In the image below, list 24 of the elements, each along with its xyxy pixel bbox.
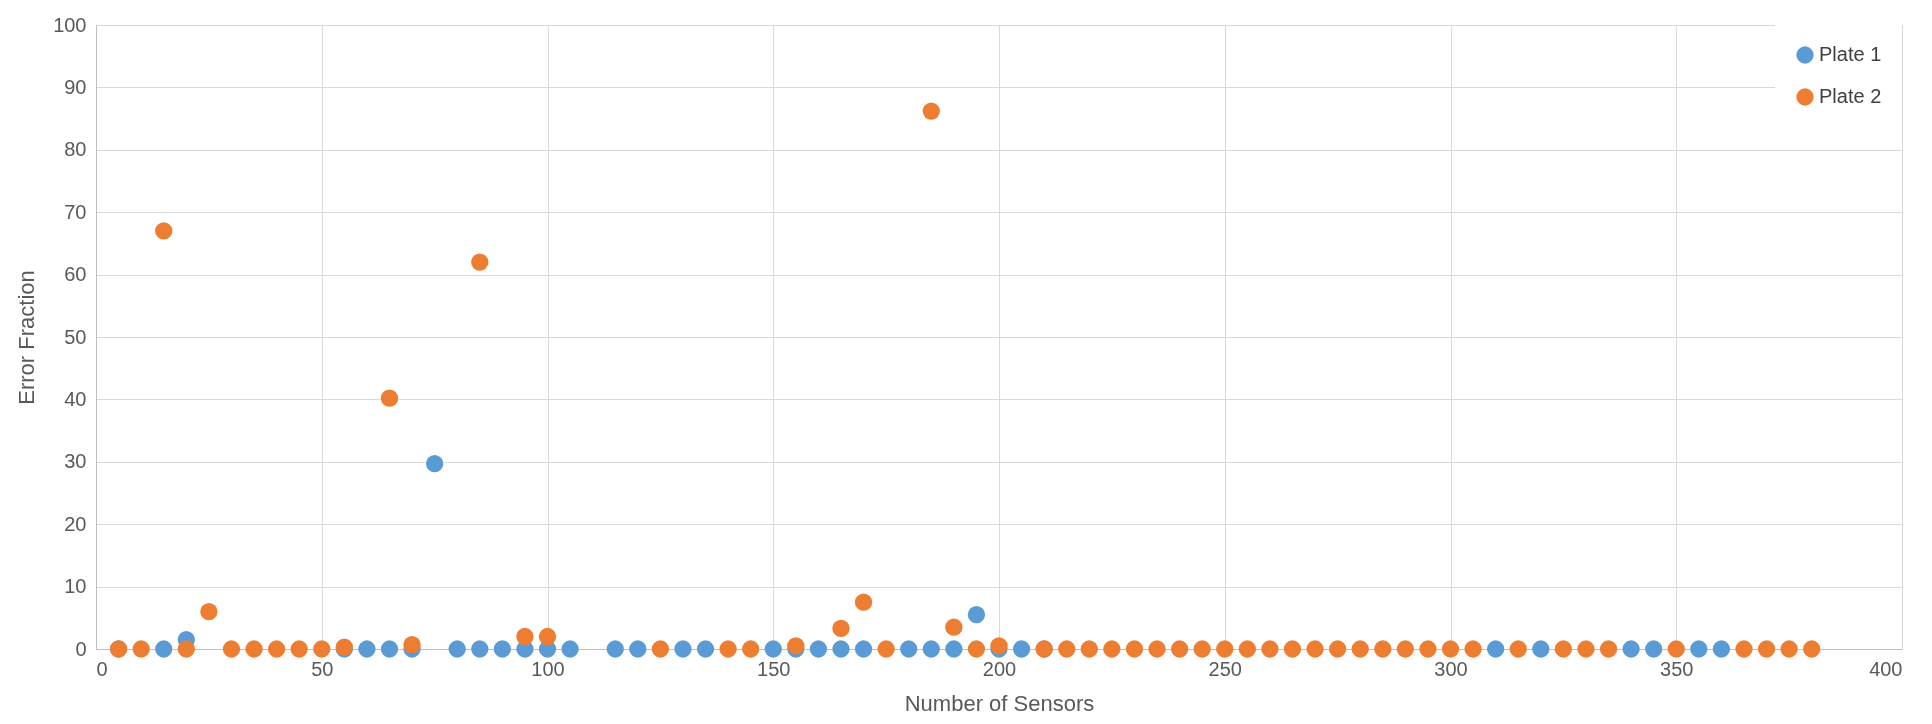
x-tick-label: 150 <box>757 657 791 680</box>
y-tick-label: 40 <box>64 387 87 410</box>
x-tick-label: 350 <box>1660 657 1694 680</box>
x-tick-label: 300 <box>1434 657 1468 680</box>
y-tick-label: 60 <box>64 263 87 286</box>
x-axis-title: Number of Sensors <box>904 690 1095 716</box>
x-tick-label: 200 <box>982 657 1017 680</box>
legend-label: Plate 1 <box>1819 43 1882 65</box>
y-tick-label: 100 <box>53 13 87 36</box>
y-tick-label: 50 <box>64 325 87 348</box>
x-tick-label: 400 <box>1869 657 1903 680</box>
legend-label: Plate 2 <box>1819 85 1882 107</box>
y-tick-label: 90 <box>64 75 87 98</box>
x-tick-label: 50 <box>311 657 334 680</box>
y-axis-title: Error Fraction <box>14 270 40 405</box>
y-tick-label: 80 <box>64 138 87 161</box>
x-tick-label: 0 <box>96 657 108 680</box>
y-tick-label: 30 <box>64 450 87 473</box>
y-tick-label: 70 <box>64 200 87 223</box>
y-tick-label: 0 <box>75 637 87 660</box>
y-tick-label: 20 <box>64 512 87 535</box>
x-tick-label: 100 <box>531 657 565 680</box>
y-tick-label: 10 <box>64 575 87 598</box>
x-tick-label: 250 <box>1208 657 1242 680</box>
